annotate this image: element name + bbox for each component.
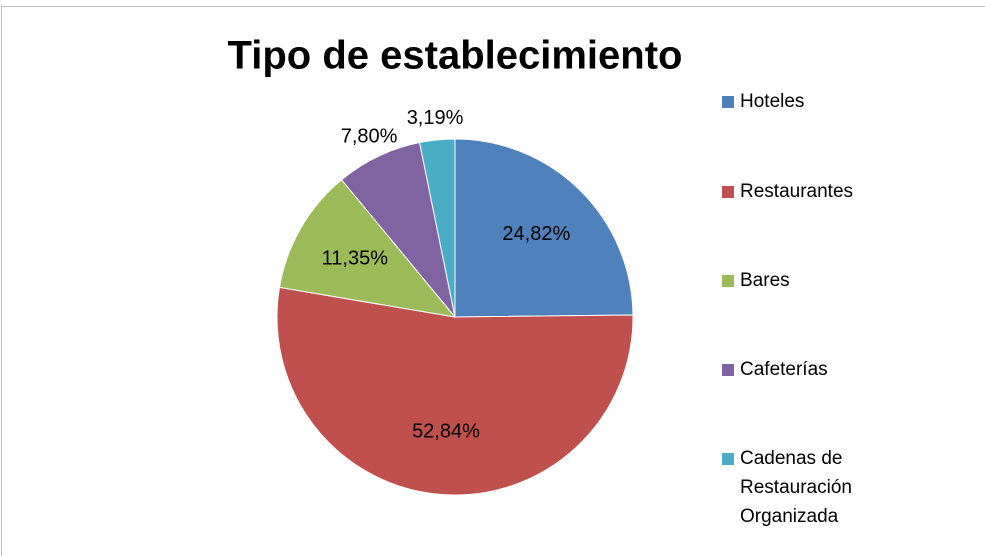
legend-label: Restaurantes bbox=[740, 181, 853, 202]
legend-swatch bbox=[722, 96, 734, 108]
pie-slice bbox=[418, 138, 456, 318]
legend-label: Cafeterías bbox=[740, 359, 828, 380]
pie-slice bbox=[454, 138, 634, 318]
pie-slice bbox=[278, 179, 457, 318]
data-label: 3,19% bbox=[407, 107, 464, 129]
data-label: 52,84% bbox=[412, 421, 480, 443]
legend-label: Bares bbox=[740, 270, 790, 291]
legend-swatch bbox=[722, 453, 734, 465]
data-label: 24,82% bbox=[502, 223, 570, 245]
data-label: 11,35% bbox=[322, 247, 389, 269]
legend-label: Hoteles bbox=[740, 91, 804, 112]
pie-slice bbox=[276, 286, 634, 496]
legend-label: Cadenas de Restauración Organizada bbox=[740, 448, 857, 527]
legend-swatch bbox=[722, 275, 734, 287]
legend-swatch bbox=[722, 186, 734, 198]
data-label: 7,80% bbox=[341, 125, 398, 147]
legend-swatch bbox=[722, 364, 734, 376]
chart-title: Tipo de establecimiento bbox=[228, 34, 683, 78]
